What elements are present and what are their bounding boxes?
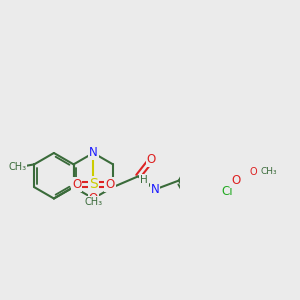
Text: S: S: [89, 177, 98, 191]
Text: O: O: [147, 153, 156, 166]
Text: CH₃: CH₃: [84, 197, 102, 207]
Text: O: O: [231, 174, 240, 187]
Text: O: O: [105, 178, 115, 190]
Text: CH₃: CH₃: [261, 167, 278, 176]
Text: O: O: [89, 192, 98, 205]
Text: H: H: [140, 175, 148, 185]
Text: CH₃: CH₃: [8, 162, 26, 172]
Text: O: O: [72, 178, 81, 190]
Text: N: N: [151, 183, 159, 196]
Text: Cl: Cl: [221, 185, 233, 198]
Text: N: N: [89, 146, 98, 160]
Text: O: O: [250, 167, 257, 177]
